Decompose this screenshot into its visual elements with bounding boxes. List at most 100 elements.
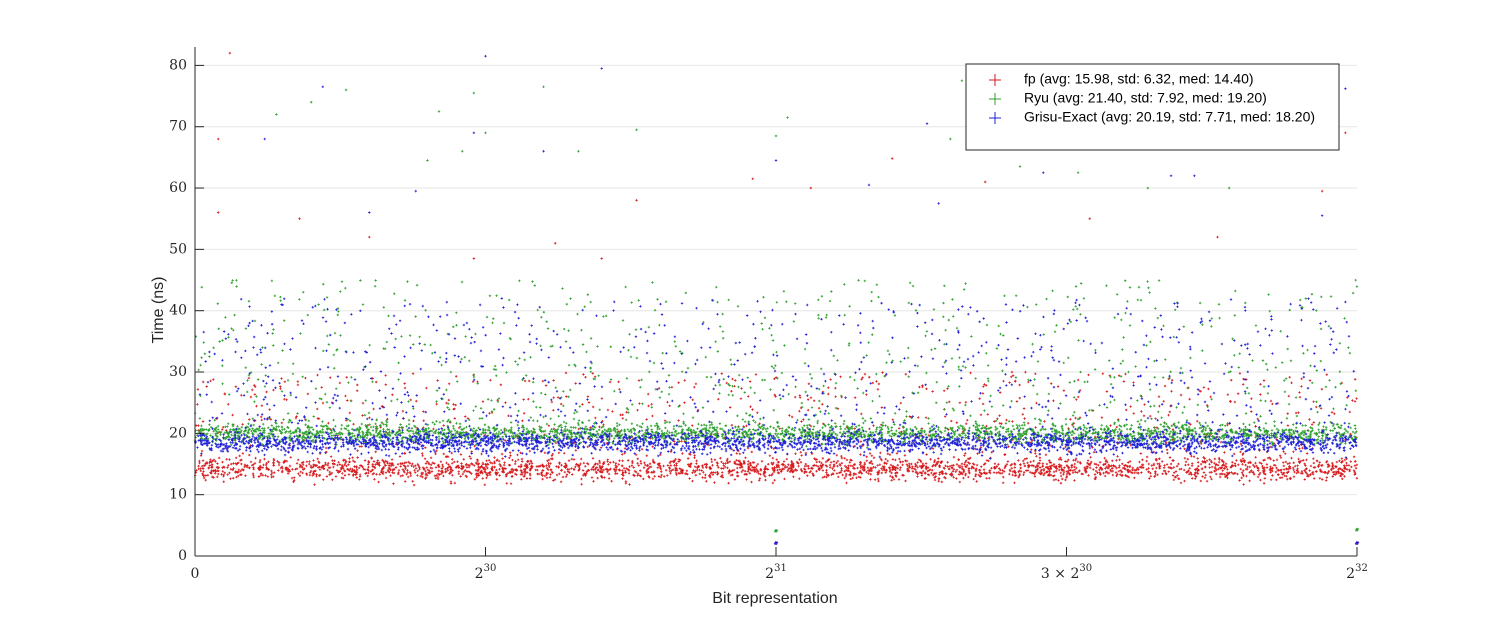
- data-point: [964, 452, 967, 455]
- data-point: [816, 419, 820, 423]
- data-point: [1344, 442, 1347, 445]
- data-point: [996, 417, 999, 420]
- data-point: [843, 427, 847, 431]
- data-point: [196, 388, 200, 391]
- data-point: [921, 384, 924, 387]
- data-point: [524, 467, 527, 471]
- data-point: [937, 428, 940, 432]
- data-point: [585, 470, 589, 473]
- data-point: [358, 475, 362, 478]
- data-point: [1215, 468, 1218, 472]
- data-point: [1021, 427, 1025, 430]
- data-point: [806, 398, 810, 401]
- data-point: [957, 473, 961, 476]
- data-point: [952, 455, 956, 459]
- data-point: [859, 440, 863, 443]
- data-point: [1313, 477, 1316, 480]
- data-point: [1029, 460, 1032, 464]
- data-point: [1157, 395, 1161, 398]
- data-point: [965, 422, 968, 425]
- data-point: [716, 462, 719, 465]
- data-point: [587, 401, 591, 404]
- data-point: [669, 464, 673, 467]
- data-point: [1187, 463, 1190, 466]
- data-point: [979, 413, 983, 417]
- data-point: [1248, 479, 1251, 483]
- data-point: [664, 426, 667, 430]
- data-point: [454, 403, 457, 407]
- data-point: [1309, 464, 1313, 468]
- data-point: [1170, 379, 1174, 382]
- data-point: [1319, 407, 1323, 410]
- data-point: [815, 470, 818, 473]
- data-point: [1141, 466, 1145, 469]
- data-point: [356, 438, 360, 441]
- data-point: [631, 460, 634, 463]
- data-point: [994, 425, 997, 429]
- data-point: [403, 480, 407, 483]
- data-point: [380, 421, 384, 424]
- data-point: [801, 426, 804, 430]
- data-point: [374, 450, 377, 454]
- data-point: [723, 465, 727, 469]
- data-point: [975, 480, 978, 483]
- data-point: [288, 464, 292, 468]
- data-point: [1288, 376, 1291, 379]
- data-point: [461, 472, 464, 476]
- data-point: [252, 423, 255, 427]
- data-point: [1057, 479, 1060, 482]
- data-point: [754, 421, 757, 424]
- data-point: [1008, 472, 1011, 476]
- data-point: [549, 417, 552, 420]
- data-point: [391, 393, 394, 396]
- data-point: [432, 427, 435, 431]
- data-point: [240, 394, 243, 397]
- data-point: [1035, 401, 1038, 405]
- data-point: [197, 467, 200, 471]
- data-point: [966, 418, 969, 422]
- data-point: [665, 432, 668, 435]
- data-point: [548, 465, 551, 469]
- data-point: [637, 464, 640, 467]
- data-point: [255, 404, 258, 408]
- data-point: [1345, 464, 1349, 467]
- data-point: [453, 460, 456, 464]
- data-point: [986, 413, 989, 416]
- data-point: [465, 466, 469, 469]
- data-point: [1239, 458, 1243, 462]
- data-point: [897, 427, 901, 430]
- data-point: [1197, 465, 1200, 468]
- data-point: [845, 466, 848, 469]
- data-point: [696, 427, 699, 430]
- data-point: [1317, 428, 1320, 431]
- data-point: [849, 470, 852, 474]
- data-point: [948, 400, 951, 404]
- data-point: [1133, 471, 1136, 475]
- data-point: [1217, 467, 1220, 471]
- data-point: [767, 462, 770, 466]
- data-point: [337, 461, 340, 464]
- data-point: [361, 401, 365, 405]
- data-point: [1082, 424, 1085, 427]
- data-point: [1121, 462, 1124, 466]
- data-point: [1052, 399, 1055, 402]
- data-point: [330, 434, 334, 437]
- data-point: [526, 471, 529, 474]
- data-point: [1205, 459, 1209, 462]
- data-point: [1271, 474, 1274, 477]
- data-point: [1023, 464, 1027, 468]
- data-point: [525, 427, 529, 431]
- data-point: [1262, 482, 1266, 485]
- data-point: [572, 458, 576, 461]
- data-point: [427, 427, 430, 430]
- data-point: [1321, 478, 1324, 481]
- data-point: [686, 457, 690, 460]
- data-point: [525, 477, 529, 480]
- data-point: [1045, 462, 1049, 466]
- data-point: [1204, 426, 1208, 430]
- data-point: [1236, 392, 1240, 395]
- data-point: [332, 465, 335, 469]
- data-point: [591, 405, 595, 409]
- data-point: [1103, 474, 1107, 478]
- data-point: [1217, 460, 1221, 464]
